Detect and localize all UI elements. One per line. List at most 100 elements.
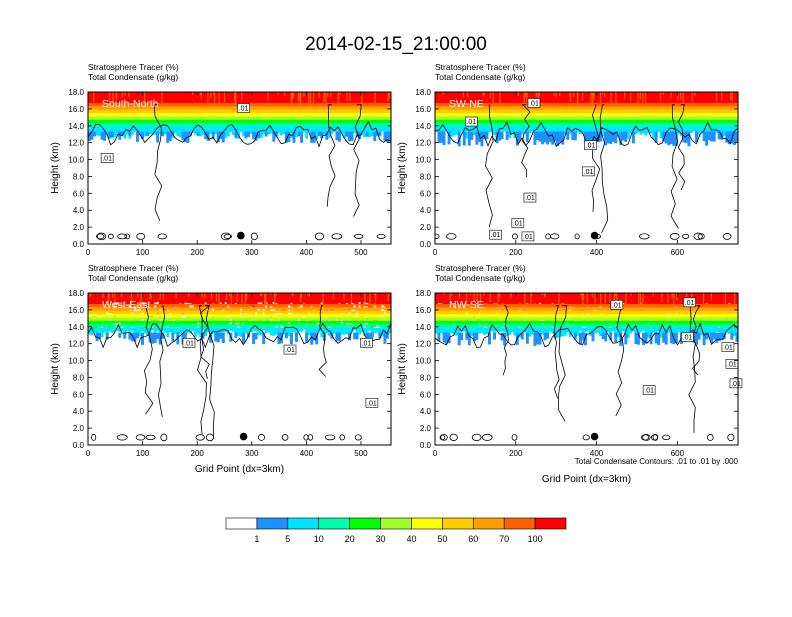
tracer-cell [465, 333, 468, 340]
tracer-cell [632, 304, 635, 307]
tracer-cell [574, 324, 577, 327]
tracer-cell [325, 307, 328, 310]
tracer-streak [323, 92, 324, 102]
tracer-cell [287, 307, 290, 310]
contour-label: .01 [239, 106, 249, 113]
tracer-cell [184, 314, 187, 316]
tracer-cell [526, 314, 529, 317]
tracer-cell [670, 132, 673, 144]
tracer-cell [627, 127, 630, 139]
tracer-cell [642, 328, 645, 331]
y-tick-label: 6.0 [73, 189, 85, 198]
y-tick-label: 0.0 [73, 441, 85, 450]
tracer-cell [478, 321, 481, 324]
tracer-cell [470, 328, 473, 336]
tracer-cell [715, 311, 718, 314]
tracer-cell [290, 311, 293, 313]
tracer-cell [498, 307, 501, 310]
tracer-cell [513, 328, 516, 336]
tracer-streak [642, 92, 643, 102]
tracer-cell [237, 324, 240, 326]
tracer-cell [523, 317, 526, 321]
tracer-cell [680, 324, 683, 327]
tracer-cell [705, 132, 708, 146]
tracer-cell [280, 324, 283, 326]
tracer-cell [539, 132, 542, 142]
tracer-cell [96, 324, 99, 326]
y-tick-label: 16.0 [415, 105, 431, 114]
tracer-cell [531, 314, 534, 317]
tracer-cell [219, 307, 222, 309]
tracer-cell [450, 123, 453, 127]
tracer-cell [368, 328, 371, 331]
tracer-cell [536, 304, 539, 308]
tracer-cell [219, 290, 222, 302]
tracer-cell [229, 321, 232, 323]
tracer-cell [189, 304, 192, 305]
tracer-cell [290, 333, 293, 345]
tracer-streak [284, 92, 285, 96]
tracer-cell [144, 311, 147, 314]
tracer-streak [241, 92, 242, 100]
tracer-cell [209, 127, 212, 133]
y-tick-label: 2.0 [420, 223, 432, 232]
tracer-cell [169, 311, 172, 313]
tracer-cell [108, 328, 111, 332]
tracer-cell [366, 314, 369, 318]
tracer-cell [154, 290, 157, 302]
x-tick-label: 200 [191, 449, 205, 458]
tracer-streak [149, 293, 150, 299]
tracer-cell [713, 132, 716, 142]
tracer-cell [569, 311, 572, 315]
tracer-cell [733, 314, 736, 318]
tracer-cell [607, 328, 610, 332]
tracer-streak [526, 92, 527, 103]
tracer-cell [116, 317, 119, 319]
tracer-cell [260, 317, 263, 321]
tracer-cell [313, 307, 316, 310]
panel-title-line: Total Condensate (g/kg) [435, 72, 525, 82]
panel-title-line: Total Condensate (g/kg) [88, 273, 178, 283]
tracer-cell [159, 317, 162, 319]
tracer-streak [493, 92, 494, 104]
tracer-cell [634, 317, 637, 320]
tracer-cell [101, 324, 104, 327]
tracer-cell [222, 333, 225, 343]
tracer-cell [363, 324, 366, 326]
y-tick-label: 12.0 [68, 139, 84, 148]
tracer-cell [118, 333, 121, 338]
tracer-cell [458, 321, 461, 325]
tracer-cell [728, 290, 731, 303]
tracer-cell [338, 333, 341, 341]
y-tick-label: 4.0 [420, 206, 432, 215]
tracer-cell [270, 317, 273, 318]
tracer-cell [478, 317, 481, 320]
tracer-cell [184, 290, 187, 302]
tracer-cell [536, 314, 539, 316]
tracer-cell [358, 304, 361, 305]
tracer-cell [277, 311, 280, 314]
tracer-streak [207, 92, 208, 104]
tracer-cell [270, 314, 273, 316]
tracer-cell [323, 127, 326, 136]
tracer-streak [309, 293, 310, 297]
tracer-cell [587, 304, 590, 307]
tracer-cell [295, 324, 298, 327]
tracer-cell [348, 132, 351, 142]
tracer-streak [291, 92, 292, 104]
tracer-cell [551, 324, 554, 327]
tracer-cell [169, 314, 172, 317]
tracer-cell [383, 307, 386, 310]
tracer-cell [356, 333, 359, 340]
tracer-cell [581, 324, 584, 327]
tracer-streak [637, 92, 638, 105]
tracer-cell [498, 328, 501, 333]
tracer-cell [194, 304, 197, 308]
tracer-cell [536, 311, 539, 315]
tracer-cell [599, 311, 602, 314]
tracer-cell [164, 127, 167, 135]
tracer-cell [383, 132, 386, 141]
tracer-cell [169, 307, 172, 310]
y-axis-label: Height (km) [50, 142, 61, 194]
tracer-cell [154, 333, 157, 343]
